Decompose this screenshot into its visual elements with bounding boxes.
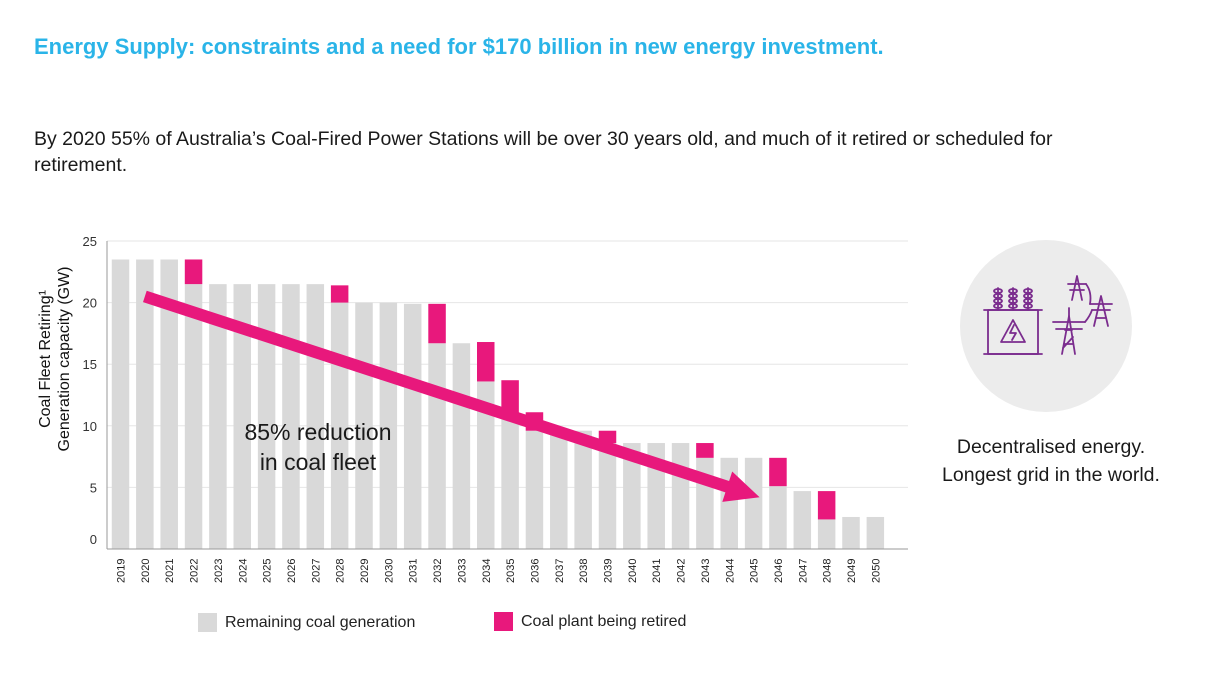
x-tick-label: 2032 bbox=[432, 559, 444, 583]
bar-remaining-2026 bbox=[282, 284, 300, 549]
bar-remaining-2019 bbox=[111, 259, 130, 549]
y-tick-label: 20 bbox=[83, 296, 97, 311]
bar-remaining-2036 bbox=[525, 430, 544, 549]
bar-remaining-2024 bbox=[233, 284, 251, 549]
y-tick-label: 15 bbox=[83, 357, 97, 372]
x-tick-label: 2033 bbox=[456, 559, 468, 583]
legend-swatch-remaining bbox=[198, 613, 217, 632]
x-tick-label: 2023 bbox=[213, 559, 225, 583]
y-tick-label: 5 bbox=[90, 480, 97, 495]
bar-retired-2043 bbox=[696, 443, 714, 458]
x-tick-label: 2039 bbox=[603, 559, 615, 583]
x-tick-label: 2043 bbox=[700, 559, 712, 583]
x-tick-label: 2028 bbox=[335, 559, 347, 583]
x-tick-label: 2020 bbox=[140, 559, 152, 583]
bar-remaining-2044 bbox=[720, 457, 738, 549]
x-tick-label: 2045 bbox=[749, 559, 761, 583]
x-tick-label: 2019 bbox=[116, 559, 128, 583]
legend-label-remaining: Remaining coal generation bbox=[225, 613, 416, 631]
bar-remaining-2038 bbox=[574, 430, 592, 549]
y-tick-label: 0 bbox=[90, 532, 97, 547]
x-tick-label: 2048 bbox=[822, 559, 834, 583]
legend-item-remaining: Remaining coal generation bbox=[198, 613, 415, 632]
x-tick-label: 2037 bbox=[554, 559, 566, 583]
bar-retired-2022 bbox=[184, 259, 203, 285]
x-tick-label: 2034 bbox=[481, 559, 493, 583]
page-title: Energy Supply: constraints and a need fo… bbox=[34, 34, 884, 59]
x-tick-label: 2038 bbox=[578, 559, 590, 583]
reduction-annotation: 85% reduction in coal fleet bbox=[244, 419, 391, 475]
x-tick-label: 2035 bbox=[505, 559, 517, 583]
bar-remaining-2039 bbox=[598, 443, 617, 549]
x-tick-label: 2041 bbox=[651, 559, 663, 583]
side-caption: Decentralised energy. Longest grid in th… bbox=[908, 433, 1194, 489]
bar-remaining-2045 bbox=[744, 457, 763, 549]
bar-retired-2032 bbox=[428, 303, 446, 344]
x-tick-label: 2026 bbox=[286, 559, 298, 583]
icon-badge bbox=[960, 240, 1132, 412]
x-tick-label: 2049 bbox=[846, 559, 858, 583]
x-tick-label: 2047 bbox=[797, 559, 809, 583]
bar-remaining-2031 bbox=[403, 303, 422, 549]
x-tick-label: 2027 bbox=[310, 559, 322, 583]
bar-retired-2046 bbox=[769, 457, 787, 487]
bar-remaining-2042 bbox=[671, 443, 690, 549]
annotation-line-1: 85% reduction bbox=[244, 419, 391, 445]
x-tick-label: 2021 bbox=[164, 559, 176, 583]
x-tick-label: 2050 bbox=[870, 559, 882, 583]
bar-remaining-2021 bbox=[160, 259, 178, 549]
page-subtitle: By 2020 55% of Australia’s Coal-Fired Po… bbox=[34, 128, 1053, 176]
bar-retired-2035 bbox=[501, 380, 519, 415]
bar-retired-2048 bbox=[817, 491, 836, 520]
y-axis-title: Coal Fleet Retiring¹ Generation capacity… bbox=[37, 267, 73, 452]
bar-retired-2034 bbox=[477, 342, 495, 382]
bar-remaining-2030 bbox=[379, 302, 398, 549]
transformer-and-power-pylons-icon bbox=[983, 275, 1113, 355]
legend-label-retired: Coal plant being retired bbox=[521, 612, 687, 630]
legend-swatch-retired bbox=[494, 612, 513, 631]
bar-remaining-2049 bbox=[842, 516, 860, 549]
bar-remaining-2025 bbox=[257, 284, 276, 549]
bar-remaining-2020 bbox=[136, 259, 154, 549]
y-tick-label: 25 bbox=[83, 234, 97, 249]
bar-remaining-2050 bbox=[866, 516, 885, 549]
y-axis-title-line-2: Generation capacity (GW) bbox=[56, 267, 73, 452]
bar-remaining-2037 bbox=[550, 430, 568, 549]
side-caption-line-1: Decentralised energy. bbox=[956, 436, 1146, 458]
x-tick-label: 2040 bbox=[627, 559, 639, 583]
annotation-line-2: in coal fleet bbox=[260, 449, 377, 475]
bar-remaining-2023 bbox=[209, 284, 227, 549]
bar-remaining-2046 bbox=[769, 486, 787, 549]
x-tick-label: 2036 bbox=[529, 559, 541, 583]
x-tick-label: 2042 bbox=[676, 559, 688, 583]
side-caption-line-2: Longest grid in the world. bbox=[942, 464, 1160, 486]
bar-remaining-2047 bbox=[793, 491, 812, 549]
bar-retired-2028 bbox=[330, 285, 349, 303]
x-tick-label: 2031 bbox=[408, 559, 420, 583]
x-tick-label: 2025 bbox=[262, 559, 274, 583]
bar-remaining-2032 bbox=[428, 343, 446, 549]
reduction-arrow bbox=[143, 290, 760, 502]
y-axis-title-line-1: Coal Fleet Retiring¹ bbox=[37, 290, 54, 428]
bar-remaining-2034 bbox=[477, 381, 495, 549]
bar-remaining-2022 bbox=[184, 284, 203, 549]
x-tick-label: 2030 bbox=[383, 559, 395, 583]
y-tick-label: 10 bbox=[83, 419, 97, 434]
x-tick-label: 2029 bbox=[359, 559, 371, 583]
bar-remaining-2035 bbox=[501, 414, 519, 549]
x-tick-label: 2046 bbox=[773, 559, 785, 583]
reduction-arrow-shape bbox=[143, 290, 760, 502]
bar-remaining-2048 bbox=[817, 519, 836, 549]
legend-item-retired: Coal plant being retired bbox=[494, 612, 686, 631]
bar-remaining-2040 bbox=[623, 443, 641, 549]
x-tick-label: 2044 bbox=[724, 559, 736, 583]
x-tick-label: 2022 bbox=[189, 559, 201, 583]
chart-bars bbox=[111, 259, 885, 549]
bar-remaining-2027 bbox=[306, 284, 325, 549]
x-tick-label: 2024 bbox=[237, 559, 249, 583]
bar-remaining-2033 bbox=[452, 343, 471, 549]
